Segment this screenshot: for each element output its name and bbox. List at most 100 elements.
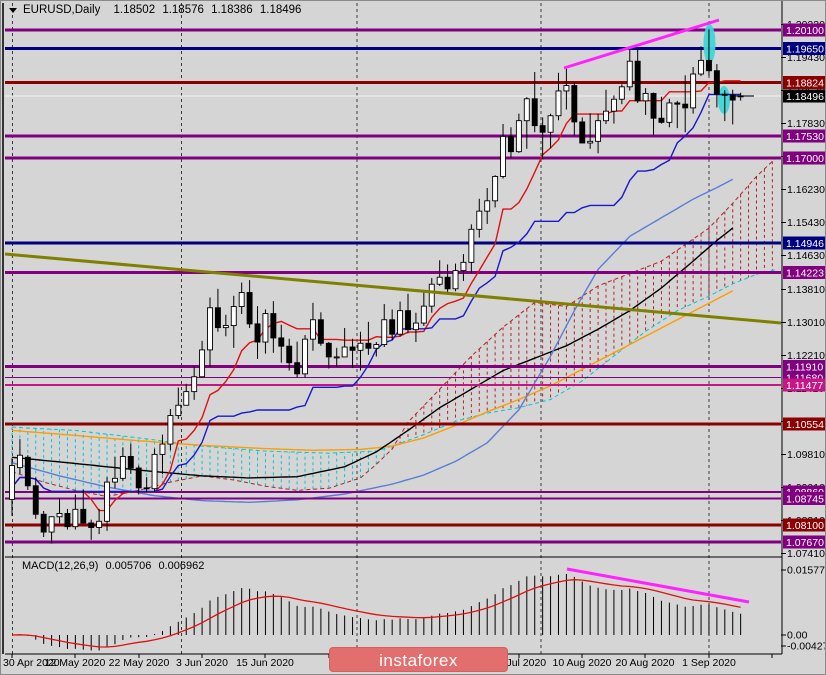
bullish-candle [460,261,467,272]
bullish-candle [626,60,633,88]
price-tick-label: 1.09810 [787,449,825,461]
macd-axis-label: 0.015773 [787,565,826,577]
price-tick-label: 1.15430 [787,217,825,229]
date-tick-label: 15 Jun 2020 [236,657,294,669]
chart-symbol-period: EURUSD,Daily [23,4,101,16]
bearish-candle [278,337,285,347]
cyan-highlight-ellipse [718,86,730,114]
ohlc-high: 1.18576 [162,4,204,16]
bearish-candle [531,98,538,127]
macd-label: MACD(12,26,9) [22,560,99,572]
price-badge-label: 1.18824 [786,77,824,89]
price-badge [783,76,825,89]
price-tick-label: 1.13810 [787,284,825,296]
bullish-candle [183,391,190,406]
bearish-candle [80,508,87,524]
bullish-candle [373,344,380,349]
bullish-candle [207,307,213,351]
price-badge [783,378,825,392]
bullish-candle [167,415,174,445]
price-badge-label: 1.17000 [786,153,824,165]
date-tick-label: 10 Aug 2020 [553,657,612,669]
bullish-candle [428,283,435,307]
symbol-dropdown-icon[interactable] [9,8,17,13]
bullish-candle [262,313,269,343]
trendlines[interactable] [4,18,782,325]
ichimoku-lines [11,80,741,512]
bearish-candle [349,346,356,351]
bullish-candle [191,376,198,393]
price-badge [783,535,825,549]
bullish-candle [48,516,55,533]
ohlc-open: 1.18502 [113,4,156,16]
bullish-candle [357,342,364,351]
price-tick-label: 1.12210 [787,350,825,362]
price-badge-label: 1.18496 [786,91,824,103]
rising-resistance-trendline [563,18,720,70]
price-badge [783,151,825,165]
price-badge [783,360,825,373]
bullish-candle [175,404,182,417]
price-badge [783,417,825,431]
cyan-highlight-ellipse [703,24,716,64]
price-badge [783,236,825,250]
bearish-candle [135,467,142,489]
bullish-candle [72,508,79,528]
bullish-candle [610,98,617,112]
bearish-candle [571,85,578,123]
bullish-candle [159,443,166,455]
price-badge-label: 1.20100 [786,25,824,37]
bullish-candle [341,346,348,358]
price-badge [783,89,825,103]
senkou-span-b-line [11,269,777,454]
bearish-candle [579,121,586,144]
price-tick-label: 1.17830 [787,118,825,130]
bearish-candle [32,485,39,515]
highlight-ellipses [703,24,730,114]
bullish-candle [104,481,110,522]
macd-histogram [19,573,742,651]
price-tick-label: 1.14630 [787,250,825,262]
bullish-candle [492,175,499,202]
bearish-candle [24,456,31,487]
bullish-candle [112,477,118,483]
bullish-candle [642,92,649,102]
price-badge-label: 1.07670 [786,537,824,549]
bearish-candle [389,319,396,335]
bullish-candle [436,276,443,285]
price-badge-label: 1.14223 [786,267,824,279]
bearish-candle [405,310,411,331]
bullish-candle [484,200,491,212]
date-tick-label: 1 Sep 2020 [682,657,736,669]
bullish-candle [468,228,475,263]
bullish-candle [515,120,522,153]
date-tick-label: 22 May 2020 [109,657,170,669]
price-badge [783,23,825,37]
bearish-candle [682,103,689,109]
price-tick-label: 1.16230 [787,184,825,196]
macd-axis-label: -0.004275 [787,641,826,653]
date-tick-label: 20 Aug 2020 [616,657,675,669]
bearish-candle [317,319,324,344]
bullish-candle [302,338,308,375]
bearish-candle [658,117,665,123]
bullish-candle [238,292,245,307]
macd-axis-label: 0.00 [787,630,808,642]
bullish-candle [333,356,340,359]
price-badge [783,129,825,143]
bearish-candle [508,135,514,153]
ohlc-close: 1.18496 [259,4,302,16]
bearish-candle [143,487,150,490]
chart-header: EURUSD,Daily 1.18502 1.18576 1.18386 1.1… [23,4,305,18]
macd-trendline [566,567,750,604]
price-badge [783,518,825,532]
orange-ma-line [11,290,734,452]
macd-main-value: 0.005706 [105,560,152,572]
price-axis[interactable]: 1.202301.194301.186301.178301.170301.162… [781,19,826,653]
bullish-candle [555,90,562,117]
vertical-gridlines [12,3,710,654]
bullish-candle [523,98,530,122]
bearish-candle [88,522,95,528]
